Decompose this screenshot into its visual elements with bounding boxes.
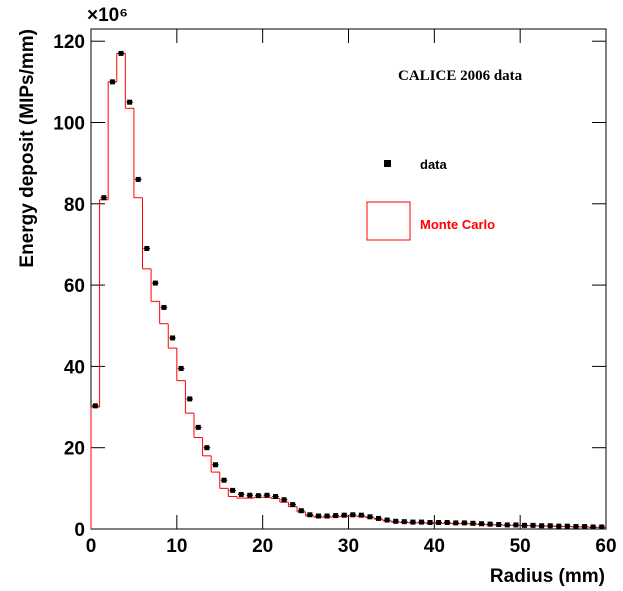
data-point [187,396,193,402]
data-point [255,493,261,499]
data-point [264,492,270,498]
x-tick-label: 0 [86,536,97,557]
legend-swatch [366,201,411,241]
y-tick-label: 20 [64,439,85,460]
data-point [212,462,218,468]
data-point [599,524,605,530]
data-point [573,524,579,530]
y-tick-label: 0 [74,520,85,541]
data-point [547,523,553,529]
data-point [109,79,115,85]
x-tick-label: 50 [510,536,531,557]
y-tick-label: 60 [64,276,85,297]
legend-marker [384,160,391,167]
data-point [290,502,296,508]
data-point [135,176,141,182]
data-point [410,519,416,525]
data-point [101,195,107,201]
data-point [273,493,279,499]
x-tick-label: 40 [424,536,445,557]
data-point [530,522,536,528]
x-tick-label: 30 [338,536,359,557]
data-point [204,445,210,451]
y-tick-label: 80 [64,195,85,216]
y-axis-title: Energy deposit (MIPs/mm) [17,29,38,268]
legend-label: data [420,157,448,172]
data-point [144,246,150,252]
data-point [170,335,176,341]
data-point [92,403,98,409]
data-point [487,521,493,527]
y-multiplier: ×10⁶ [87,5,128,26]
data-point [470,520,476,526]
data-point [221,477,227,483]
data-point [427,519,433,525]
data-point [461,520,467,526]
data-point [315,513,321,519]
data-point [496,522,502,528]
data-point [393,518,399,524]
data-point [479,521,485,527]
data-point [590,524,596,530]
data-point [556,523,562,529]
x-axis-title: Radius (mm) [490,566,605,587]
legend-label: Monte Carlo [420,217,495,232]
data-point [324,513,330,519]
data-point [298,508,304,514]
data-point [504,522,510,528]
x-tick-label: 60 [595,536,616,557]
data-point [161,304,167,310]
y-tick-label: 120 [53,32,85,53]
data-point [453,520,459,526]
y-tick-label: 40 [64,357,85,378]
x-tick-label: 20 [252,536,273,557]
data-point [238,491,244,497]
data-point [281,497,287,503]
data-point [376,515,382,521]
data-point [307,512,313,518]
annotation: CALICE 2006 data [398,68,523,84]
data-point [384,517,390,523]
data-point [539,523,545,529]
data-point [127,99,133,105]
data-point [247,492,253,498]
data-point [230,487,236,493]
data-point [401,519,407,525]
y-tick-label: 100 [53,113,85,134]
data-point [341,512,347,518]
data-point [564,523,570,529]
data-point [195,424,201,430]
data-point [350,512,356,518]
data-point [444,519,450,525]
data-point [436,519,442,525]
data-point [521,522,527,528]
data-point [367,514,373,520]
data-point [178,365,184,371]
data-point [333,513,339,519]
data-point [152,280,158,286]
data-point [513,522,519,528]
data-point [418,519,424,525]
data-point [118,50,124,56]
data-point [582,524,588,530]
data-point [358,512,364,518]
x-tick-label: 10 [166,536,187,557]
